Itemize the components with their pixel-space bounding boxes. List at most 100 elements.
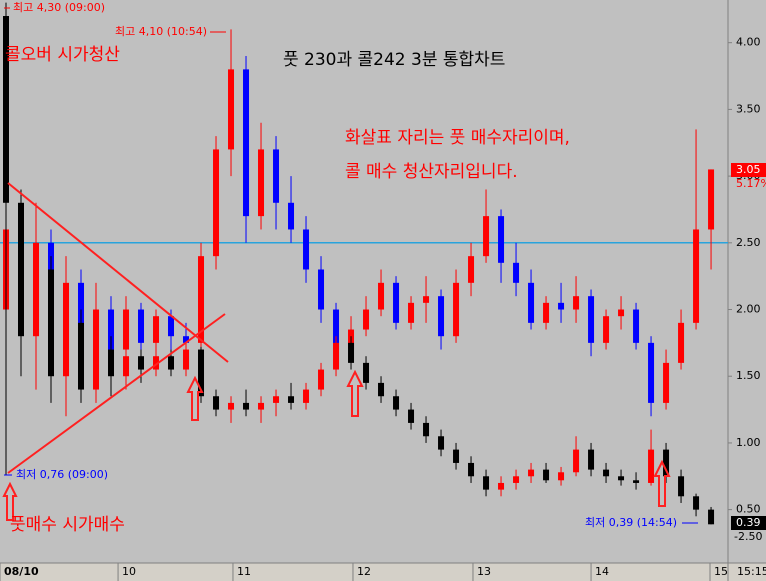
last-label-box bbox=[731, 163, 766, 177]
candle-body bbox=[378, 282, 385, 310]
candle-body bbox=[108, 349, 115, 377]
y-tick-label: 4.00 bbox=[736, 36, 761, 49]
candle-body bbox=[63, 322, 70, 377]
y-tick-label: 1.00 bbox=[736, 436, 761, 449]
candle-body bbox=[258, 402, 265, 410]
candle-body bbox=[483, 216, 490, 257]
candle-body bbox=[648, 342, 655, 403]
candle-body bbox=[543, 302, 550, 323]
annotation: 최저 0,76 (09:00) bbox=[16, 468, 108, 481]
candle-body bbox=[348, 342, 355, 363]
x-tick-label: 12 bbox=[357, 565, 371, 578]
candle-body bbox=[33, 269, 40, 337]
candle-body bbox=[213, 396, 220, 410]
candle-body bbox=[573, 296, 580, 310]
candle-body bbox=[303, 229, 310, 270]
candle-body bbox=[648, 449, 655, 483]
candle-body bbox=[678, 476, 685, 497]
candle-body bbox=[708, 509, 715, 525]
x-tick-label: 11 bbox=[237, 565, 251, 578]
y-tick-label: 2.00 bbox=[736, 303, 761, 316]
candle-body bbox=[108, 309, 115, 350]
candle-body bbox=[93, 349, 100, 390]
candle-body bbox=[3, 16, 10, 203]
candle-body bbox=[168, 356, 175, 370]
candle-body bbox=[123, 309, 130, 350]
candle-body bbox=[228, 402, 235, 410]
candle-body bbox=[243, 69, 250, 217]
candle-body bbox=[438, 296, 445, 337]
candle-body bbox=[618, 309, 625, 317]
candle-body bbox=[408, 409, 415, 423]
annotation: 화살표 자리는 풋 매수자리이며, bbox=[345, 128, 570, 148]
candle-body bbox=[423, 296, 430, 303]
candle-body bbox=[168, 316, 175, 337]
candle-body bbox=[138, 356, 145, 370]
last-label: 5.17% bbox=[736, 177, 766, 190]
annotation: 최고 4,30 (09:00) bbox=[13, 1, 105, 14]
candle-body bbox=[468, 256, 475, 283]
candle-body bbox=[453, 449, 460, 463]
candle-body bbox=[213, 149, 220, 257]
x-tick-label: 08/10 bbox=[4, 565, 39, 578]
y-tick-label: 3.50 bbox=[736, 102, 761, 115]
candle-body bbox=[528, 469, 535, 477]
candle-body bbox=[183, 336, 190, 343]
annotation: 콜 매수 청산자리입니다. bbox=[345, 162, 518, 182]
candle-body bbox=[273, 396, 280, 403]
candle-body bbox=[408, 302, 415, 323]
candle-body bbox=[423, 422, 430, 437]
candle-body bbox=[453, 282, 460, 337]
candle-body bbox=[138, 309, 145, 343]
candle-body bbox=[78, 322, 85, 390]
candle-body bbox=[393, 396, 400, 410]
candle-body bbox=[618, 476, 625, 481]
annotation: 최저 0,39 (14:54) bbox=[585, 516, 677, 529]
candle-body bbox=[498, 216, 505, 263]
x-tick-label: 15:15 bbox=[737, 565, 766, 578]
candle-body bbox=[693, 229, 700, 323]
candle-body bbox=[633, 480, 640, 483]
candle-body bbox=[198, 349, 205, 397]
candle-body bbox=[198, 256, 205, 343]
last-label-box bbox=[731, 516, 766, 530]
y-tick-label: -2.50 bbox=[734, 530, 762, 543]
last-label: 3.05 bbox=[736, 163, 761, 176]
candle-body bbox=[303, 389, 310, 403]
candle-body bbox=[558, 472, 565, 481]
candle-body bbox=[288, 202, 295, 230]
annotation: 풋매수 시가매수 bbox=[10, 515, 125, 535]
candle-body bbox=[663, 362, 670, 403]
candle-body bbox=[678, 322, 685, 363]
candle-body bbox=[468, 462, 475, 477]
annotation: 최고 4,10 (10:54) bbox=[115, 25, 207, 38]
pointer-arrows bbox=[4, 7, 698, 524]
candle-body bbox=[393, 282, 400, 323]
candle-body bbox=[378, 382, 385, 397]
candle-body bbox=[513, 262, 520, 283]
candle-body bbox=[603, 316, 610, 343]
candle-body bbox=[558, 302, 565, 310]
candle-body bbox=[663, 449, 670, 477]
candle-body bbox=[363, 362, 370, 383]
candle-body bbox=[288, 396, 295, 403]
candle-body bbox=[333, 309, 340, 350]
candle-body bbox=[603, 469, 610, 477]
candle-body bbox=[273, 149, 280, 203]
candle-body bbox=[153, 356, 160, 370]
x-axis-strip bbox=[0, 563, 766, 581]
candle-body bbox=[438, 436, 445, 450]
candle-body bbox=[513, 476, 520, 483]
last-label: 0.39 bbox=[736, 516, 761, 529]
candle-body bbox=[573, 449, 580, 473]
candle-body bbox=[153, 316, 160, 343]
candle-body bbox=[333, 342, 340, 370]
candle-body bbox=[48, 269, 55, 377]
candle-body bbox=[633, 309, 640, 343]
candle-body bbox=[318, 269, 325, 310]
y-tick-label: 2.50 bbox=[736, 236, 761, 249]
candle-body bbox=[123, 356, 130, 377]
candle-body bbox=[693, 496, 700, 510]
candle-body bbox=[588, 296, 595, 343]
candle-body bbox=[183, 349, 190, 370]
